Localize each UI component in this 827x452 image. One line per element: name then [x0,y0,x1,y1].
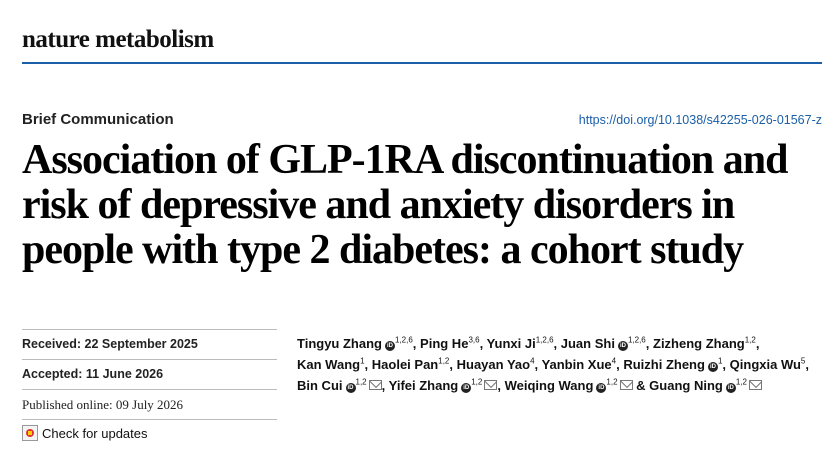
author[interactable]: Zizheng Zhang1,2, [653,336,759,351]
author[interactable]: Ping He3,6, [420,336,483,351]
author[interactable]: Weiqing Wang iD1,2 & [505,378,646,393]
author-name: Zizheng Zhang [653,336,745,351]
author[interactable]: Guang Ning iD1,2 [649,378,762,393]
check-updates-icon [22,425,38,441]
orcid-icon[interactable]: iD [725,383,736,393]
author-separator: , [479,336,484,351]
author-name: Weiqing Wang [504,378,594,393]
author-separator: , [553,336,558,351]
author-separator: , [616,357,620,372]
affiliation-marker: 1,2,6 [394,335,413,345]
orcid-icon[interactable]: iD [707,362,718,372]
author-name: Juan Shi [560,336,615,351]
author[interactable]: Qingxia Wu5, [730,357,809,372]
received-date: Received: 22 September 2025 [22,337,277,351]
meta-divider [22,389,277,390]
article-title: Association of GLP-1RA discontinuation a… [22,137,788,273]
affiliation-marker: 1 [360,356,365,366]
author-name: Yifei Zhang [388,378,459,393]
affiliation-marker: 1,2 [471,377,483,387]
author-name: Yunxi Ji [486,336,536,351]
meta-divider [22,329,277,330]
doi-link[interactable]: https://doi.org/10.1038/s42255-026-01567… [578,113,822,127]
published-label: Published online: [22,397,113,412]
author-separator: , [645,336,650,351]
orcid-icon[interactable]: iD [461,383,472,393]
affiliation-marker: 1,2 [735,377,747,387]
author-separator: , [449,357,453,372]
author[interactable]: Yunxi Ji1,2,6, [487,336,558,351]
author-separator: , [722,357,727,372]
author-name: Huayan Yao [456,357,531,372]
affiliation-marker: 1,2,6 [627,335,646,345]
affiliation-marker: 1 [717,356,723,366]
journal-name: nature metabolism [22,26,214,53]
orcid-icon[interactable]: iD [596,383,607,393]
affiliation-marker: 4 [530,356,535,366]
received-value: 22 September 2025 [84,337,198,351]
email-icon[interactable] [619,380,633,390]
header-rule [22,62,822,64]
author-name: Qingxia Wu [729,357,801,372]
affiliation-marker: 4 [611,356,617,366]
affiliation-marker: 3,6 [468,335,480,345]
author-name: Haolei Pan [371,357,439,372]
author-separator: , [805,357,809,372]
author-separator: , [755,336,760,351]
author[interactable]: Ruizhi Zheng iD1, [623,357,726,372]
author[interactable]: Bin Cui iD1,2, [297,378,385,393]
author-name: Bin Cui [297,378,343,393]
author[interactable]: Yanbin Xue4, [542,357,620,372]
author-name: Ping He [420,336,469,351]
email-icon[interactable] [748,380,762,390]
affiliation-marker: 1,2 [438,356,450,366]
meta-divider [22,419,277,420]
affiliation-marker: 1,2 [355,377,367,387]
author-name: Yanbin Xue [541,357,612,372]
check-updates-label: Check for updates [42,425,148,441]
orcid-icon[interactable]: iD [384,341,395,351]
author-name: Kan Wang [297,357,361,372]
author-list: Tingyu Zhang iD1,2,6, Ping He3,6, Yunxi J… [297,333,817,396]
author-name: Tingyu Zhang [297,336,382,351]
accepted-label: Accepted: [22,367,83,381]
author-separator: , [534,357,539,372]
orcid-icon[interactable]: iD [345,383,356,393]
affiliation-marker: 5 [800,356,806,366]
affiliation-marker: 1,2,6 [535,335,554,345]
author-name: Ruizhi Zheng [623,357,705,372]
check-updates-button[interactable]: Check for updates [22,425,148,441]
orcid-icon[interactable]: iD [617,341,628,351]
author-separator: & [632,378,646,393]
author[interactable]: Juan Shi iD1,2,6, [560,335,650,351]
author[interactable]: Huayan Yao4, [457,357,539,372]
received-label: Received: [22,337,82,351]
author-separator: , [412,336,417,351]
meta-divider [22,359,277,360]
author[interactable]: Tingyu Zhang iD1,2,6, [297,336,416,351]
accepted-value: 11 June 2026 [85,367,164,381]
affiliation-marker: 1,2 [744,335,756,345]
author[interactable]: Yifei Zhang iD1,2, [389,378,501,393]
affiliation-marker: 1,2 [606,377,618,387]
email-icon[interactable] [484,380,498,390]
author-separator: , [381,378,386,393]
email-icon[interactable] [368,380,382,390]
published-date: Published online: 09 July 2026 [22,397,277,413]
author[interactable]: Haolei Pan1,2, [372,357,453,372]
author[interactable]: Kan Wang1, [297,357,368,372]
accepted-date: Accepted: 11 June 2026 [22,367,277,381]
author-separator: , [497,378,501,393]
author-name: Guang Ning [649,378,723,393]
article-type: Brief Communication [22,111,174,128]
published-value: 09 July 2026 [115,397,184,412]
author-separator: , [364,357,369,372]
